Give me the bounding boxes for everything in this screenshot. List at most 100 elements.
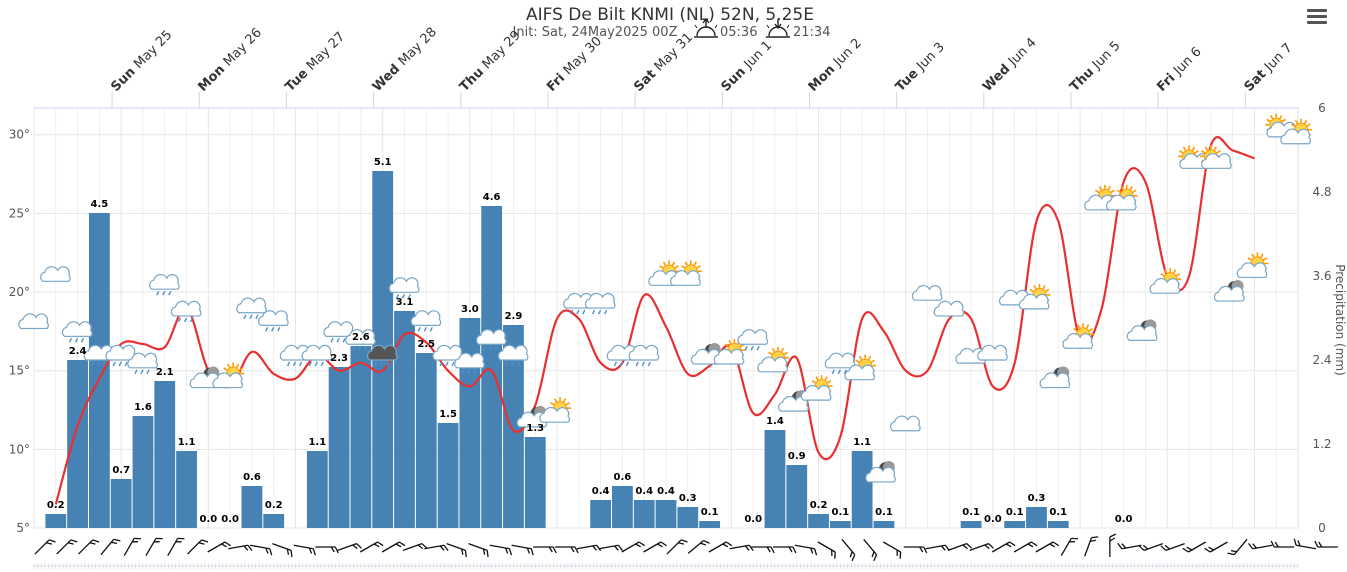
precipitation-bar <box>851 451 873 528</box>
y-axis-right-tick: 1.2 <box>1312 437 1331 451</box>
sun-cloud-icon <box>844 354 877 381</box>
wind-barb-icon <box>145 537 163 556</box>
precipitation-value-label: 2.5 <box>417 339 435 350</box>
wind-barb-icon <box>1248 542 1273 550</box>
cloud-rain-icon <box>388 277 420 299</box>
precipitation-value-label: 0.3 <box>679 493 697 504</box>
day-label-date: May 30 <box>561 34 605 78</box>
wind-barb-icon <box>1109 533 1117 557</box>
wind-barb-icon <box>925 544 950 552</box>
precipitation-value-label: 0.1 <box>1006 507 1024 518</box>
wind-barb-icon <box>293 544 316 556</box>
precipitation-value-label: 2.6 <box>352 332 370 343</box>
precipitation-value-label: 1.6 <box>134 402 152 413</box>
precipitation-bar <box>45 514 67 528</box>
wind-barb-icon <box>446 542 467 558</box>
sunrise-time: 05:36 <box>720 25 757 40</box>
wind-barb-icon <box>100 538 121 556</box>
wind-barb-icon <box>337 542 362 552</box>
precipitation-bar <box>437 423 459 528</box>
precipitation-value-label: 0.7 <box>112 465 130 476</box>
wind-barb-icon <box>207 541 231 553</box>
precipitation-value-label: 3.0 <box>461 304 479 315</box>
moon-cloud-icon <box>1039 366 1071 389</box>
precipitation-value-label: 3.1 <box>396 297 414 308</box>
precipitation-value-label: 0.6 <box>614 472 632 483</box>
wind-barb-icon <box>666 539 688 555</box>
chart-subtitle: Init: Sat, 24May2025 00Z 05:36 21:34 <box>513 17 830 40</box>
sun-icon <box>1199 145 1232 169</box>
cloud-rain-icon <box>737 329 769 351</box>
cloud-rain-icon <box>410 310 442 332</box>
wind-barb-icon <box>794 544 818 556</box>
precipitation-value-label: 0.0 <box>221 514 239 525</box>
wind-barb-icon <box>1138 542 1164 552</box>
wind-barb-icon <box>381 541 406 553</box>
precipitation-bar <box>306 451 328 528</box>
day-label: Fri Jun 6 <box>1154 45 1204 95</box>
precipitation-value-label: 0.4 <box>657 486 675 497</box>
wind-barb-icon <box>167 537 185 556</box>
wind-barb-icon <box>991 541 1016 553</box>
sun-cloud-icon <box>1105 184 1138 211</box>
cloud-rain-icon <box>454 352 485 375</box>
precipitation-bar <box>67 360 88 528</box>
day-label: Wed May 28 <box>370 25 440 95</box>
value-axes: 5° 10° 15° 20° 25° 30° 0 1.2 2.4 3.6 4.8 6 <box>9 101 1332 535</box>
moon-cloud-icon <box>865 460 896 483</box>
precipitation-bar <box>394 311 415 528</box>
precipitation-bars <box>45 171 1069 528</box>
cloud-rain-icon <box>236 297 267 320</box>
hamburger-menu-line <box>1307 21 1327 24</box>
precipitation-bar <box>1047 521 1069 528</box>
y-axis-left-tick: 15° <box>9 364 30 378</box>
wind-barbs <box>33 533 1338 569</box>
day-label: Mon May 26 <box>195 25 264 94</box>
wind-barb-icon <box>841 538 856 562</box>
wind-barb-icon <box>947 542 973 552</box>
wind-barb-icon <box>882 541 902 559</box>
precipitation-labels: 0.2 2.4 4.5 0.7 1.6 2.1 1.1 0.0 0.0 0.6 0.2 1.1 2.3 2… <box>47 157 1133 525</box>
precipitation-value-label: 0.9 <box>788 451 806 462</box>
sun-cloud-icon <box>212 362 245 389</box>
precipitation-value-label: 1.1 <box>853 437 871 448</box>
sun-cloud-icon <box>757 346 789 373</box>
precipitation-bar <box>350 346 372 528</box>
chart-menu-button[interactable] <box>1300 6 1334 32</box>
precipitation-bar <box>590 500 612 528</box>
day-label: Thu Jun 5 <box>1067 39 1123 95</box>
y-axis-right-title: Precipitation (mm) <box>1333 264 1347 376</box>
wind-barb-icon <box>751 546 775 554</box>
precipitation-bar <box>699 521 720 528</box>
precipitation-value-label: 2.9 <box>505 311 523 322</box>
precipitation-bar <box>829 521 851 528</box>
precipitation-bar <box>503 325 524 528</box>
wind-barb-icon <box>1314 540 1338 548</box>
wind-barb-icon <box>1035 541 1060 553</box>
precipitation-value-label: 0.2 <box>47 500 65 511</box>
wind-barb-icon <box>1117 542 1142 550</box>
day-label: Mon Jun 2 <box>806 36 865 95</box>
moon-cloud-icon <box>690 342 722 365</box>
cloud-rain-icon <box>127 352 158 375</box>
precipitation-value-label: 2.1 <box>156 367 174 378</box>
precipitation-value-label: 0.4 <box>592 486 610 497</box>
precipitation-value-label: 0.0 <box>1115 514 1133 525</box>
cloud-rain-icon <box>61 321 93 343</box>
y-axis-left-tick: 25° <box>9 206 30 220</box>
chart-title: AIFS De Bilt KNMI (NL) 52N, 5.25E <box>526 5 814 25</box>
precipitation-bar <box>459 318 481 528</box>
precipitation-bar <box>764 430 786 528</box>
y-axis-left-tick: 10° <box>9 442 30 456</box>
moon-cloud-icon <box>1213 280 1245 302</box>
wind-barb-icon <box>1084 536 1099 557</box>
precipitation-bar <box>154 381 176 528</box>
cloud-rain-icon <box>475 329 507 351</box>
grid-lines <box>33 107 1299 529</box>
y-axis-left-tick: 20° <box>9 285 30 299</box>
wind-barb-icon <box>1270 540 1295 548</box>
precipitation-value-label: 0.1 <box>962 507 980 518</box>
wind-barb-icon <box>56 539 78 555</box>
sunrise-icon <box>694 17 718 38</box>
wind-barb-icon <box>402 542 428 552</box>
